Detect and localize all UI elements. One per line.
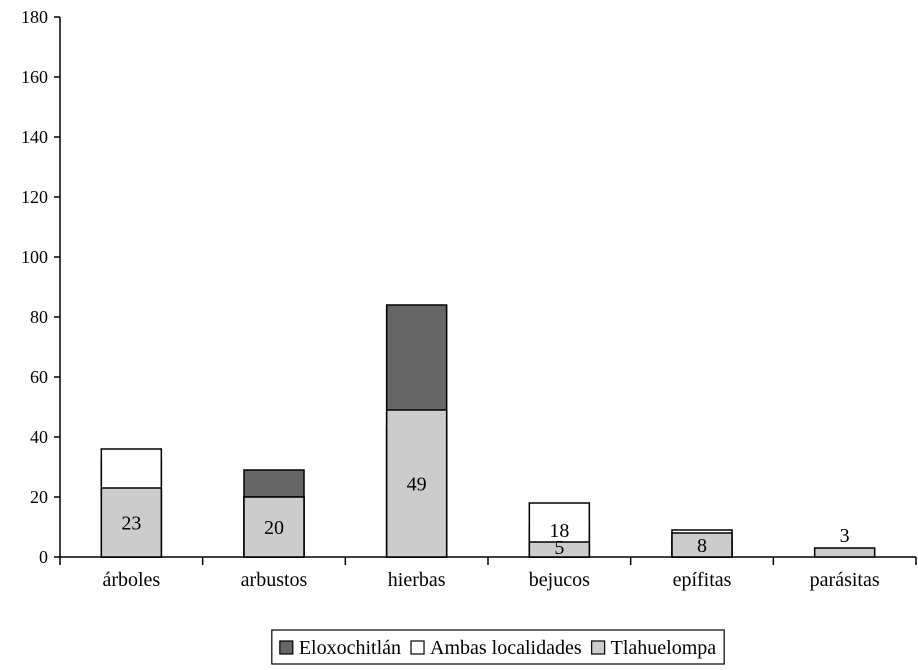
x-category-label: hierbas (388, 569, 446, 591)
data-label: 5 (554, 537, 564, 559)
y-tick-label: 60 (30, 367, 48, 387)
data-label: 23 (121, 513, 141, 535)
y-axis: 0 20 40 60 80 100 120 140 160 180 (21, 7, 61, 567)
x-category-label: arbustos (241, 569, 308, 591)
bar-segment (385, 409, 448, 558)
y-tick-label: 20 (30, 487, 48, 507)
bar-segment (813, 547, 876, 558)
y-tick-label: 100 (21, 247, 48, 267)
bar-segment (528, 541, 591, 558)
data-label: 18 (549, 520, 569, 542)
y-tick-label: 160 (21, 67, 48, 87)
y-tick-label: 80 (30, 307, 48, 327)
legend-swatch (410, 640, 425, 655)
data-label: 49 (407, 474, 427, 496)
x-category-label: árboles (102, 569, 160, 591)
legend-swatch (591, 640, 606, 655)
y-tick-label: 180 (21, 7, 48, 27)
legend: Eloxochitlán Ambas localidades Tlahuelompa (271, 629, 725, 665)
y-tick-label: 40 (30, 427, 48, 447)
y-tick-label: 140 (21, 127, 48, 147)
x-category-label: bejucos (529, 569, 590, 591)
bar-segment (671, 532, 733, 558)
y-tick-label: 120 (21, 187, 48, 207)
x-category-label: epífitas (673, 569, 732, 591)
legend-label: Eloxochitlán (299, 637, 401, 659)
y-tick-label: 0 (39, 547, 48, 567)
legend-swatch (279, 640, 294, 655)
x-category-label: parásitas (810, 569, 880, 591)
legend-label: Tlahuelompa (611, 637, 717, 659)
bar-segment (243, 496, 305, 558)
x-axis: árboles arbustos hierbas bejucos epífitas par… (59, 556, 917, 591)
legend-box (271, 629, 725, 665)
legend-label: Ambas localidades (430, 637, 582, 659)
data-label: 3 (840, 525, 850, 547)
data-label: 8 (697, 535, 707, 557)
bar-segment (100, 487, 163, 558)
data-label: 20 (264, 517, 284, 539)
bars: 323623292020844349101856983 (100, 304, 876, 559)
